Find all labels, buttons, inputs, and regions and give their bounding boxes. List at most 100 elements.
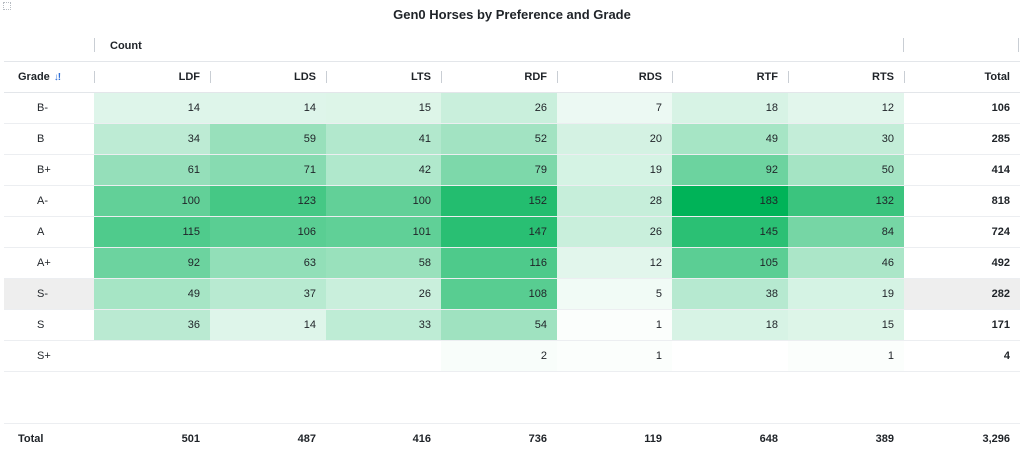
- heatmap-cell: 14: [94, 93, 210, 124]
- spacer-row: [4, 372, 1020, 424]
- column-separator[interactable]: [904, 71, 905, 83]
- heatmap-cell: 92: [672, 155, 788, 186]
- row-grade-label: S-: [4, 279, 94, 310]
- heatmap-cell: 115: [94, 217, 210, 248]
- grade-header-label: Grade: [18, 71, 50, 83]
- column-header-label: RDF: [524, 71, 547, 83]
- row-total: 492: [904, 248, 1020, 279]
- heatmap-cell: 49: [672, 124, 788, 155]
- row-total: 285: [904, 124, 1020, 155]
- column-header-rts[interactable]: RTS: [788, 62, 904, 93]
- column-separator[interactable]: [441, 71, 442, 83]
- heatmap-cell: 101: [326, 217, 441, 248]
- row-total: 414: [904, 155, 1020, 186]
- chart-title: Gen0 Horses by Preference and Grade: [0, 7, 1024, 22]
- column-separator[interactable]: [672, 71, 673, 83]
- heatmap-cell: 15: [788, 310, 904, 341]
- heatmap-cell: [326, 341, 441, 372]
- row-total: 724: [904, 217, 1020, 248]
- column-separator[interactable]: [326, 71, 327, 83]
- column-header-label: LTS: [411, 71, 431, 83]
- row-grade-label: S: [4, 310, 94, 341]
- heatmap-cell: 42: [326, 155, 441, 186]
- column-header-label: LDS: [294, 71, 316, 83]
- column-header-rdf[interactable]: RDF: [441, 62, 557, 93]
- heatmap-cell: 52: [441, 124, 557, 155]
- column-header-lts[interactable]: LTS: [326, 62, 441, 93]
- heatmap-cell: 34: [94, 124, 210, 155]
- heatmap-cell: 49: [94, 279, 210, 310]
- row-grade-label: A+: [4, 248, 94, 279]
- heatmap-cell: 108: [441, 279, 557, 310]
- column-header-lds[interactable]: LDS: [210, 62, 326, 93]
- heatmap-cell: [672, 341, 788, 372]
- heatmap-cell: 15: [326, 93, 441, 124]
- spacer-cell: [4, 372, 1020, 424]
- column-header-rtf[interactable]: RTF: [672, 62, 788, 93]
- heatmap-cell: 92: [94, 248, 210, 279]
- row-total: 106: [904, 93, 1020, 124]
- heatmap-cell: 14: [210, 310, 326, 341]
- heatmap-cell: 54: [441, 310, 557, 341]
- column-header-label: RDS: [639, 71, 662, 83]
- heatmap-cell: 46: [788, 248, 904, 279]
- heatmap-cell: 106: [210, 217, 326, 248]
- heatmap-cell: 58: [326, 248, 441, 279]
- heatmap-cell: 71: [210, 155, 326, 186]
- heatmap-cell: 145: [672, 217, 788, 248]
- heatmap-cell: 116: [441, 248, 557, 279]
- heatmap-cell: 36: [94, 310, 210, 341]
- column-separator[interactable]: [94, 71, 95, 83]
- heatmap-cell: 1: [557, 310, 672, 341]
- row-total: 171: [904, 310, 1020, 341]
- heatmap-cell: 18: [672, 93, 788, 124]
- heatmap-cell: 26: [441, 93, 557, 124]
- row-total: 4: [904, 341, 1020, 372]
- grade-column-header[interactable]: Grade ↓ǃ: [4, 62, 94, 93]
- heatmap-cell: 33: [326, 310, 441, 341]
- column-header-ldf[interactable]: LDF: [94, 62, 210, 93]
- column-separator[interactable]: [557, 71, 558, 83]
- heatmap-cell: 38: [672, 279, 788, 310]
- row-grade-label: S+: [4, 341, 94, 372]
- sort-descending-icon[interactable]: ↓ǃ: [54, 72, 60, 83]
- heatmap-cell: 152: [441, 186, 557, 217]
- column-header-label: Total: [985, 71, 1010, 83]
- column-group-header: Count: [0, 32, 1024, 60]
- heatmap-cell: 79: [441, 155, 557, 186]
- heatmap-cell: 147: [441, 217, 557, 248]
- heatmap-cell: 20: [557, 124, 672, 155]
- header-separator: [1018, 38, 1019, 52]
- row-grade-label: A-: [4, 186, 94, 217]
- heatmap-cell: 12: [788, 93, 904, 124]
- row-total: 818: [904, 186, 1020, 217]
- heatmap-cell: 28: [557, 186, 672, 217]
- heatmap-cell: 61: [94, 155, 210, 186]
- heatmap-cell: 19: [557, 155, 672, 186]
- heatmap-cell: 26: [326, 279, 441, 310]
- column-separator[interactable]: [210, 71, 211, 83]
- heatmap-cell: 63: [210, 248, 326, 279]
- column-separator[interactable]: [788, 71, 789, 83]
- heatmap-cell: 18: [672, 310, 788, 341]
- heatmap-cell: [210, 341, 326, 372]
- column-header-label: LDF: [179, 71, 200, 83]
- heatmap-cell: 5: [557, 279, 672, 310]
- row-grade-label: A: [4, 217, 94, 248]
- header-separator: [94, 38, 95, 52]
- row-grade-label: B: [4, 124, 94, 155]
- column-header-total[interactable]: Total: [904, 62, 1020, 93]
- count-label: Count: [110, 40, 142, 52]
- heatmap-cell: 183: [672, 186, 788, 217]
- column-header-rds[interactable]: RDS: [557, 62, 672, 93]
